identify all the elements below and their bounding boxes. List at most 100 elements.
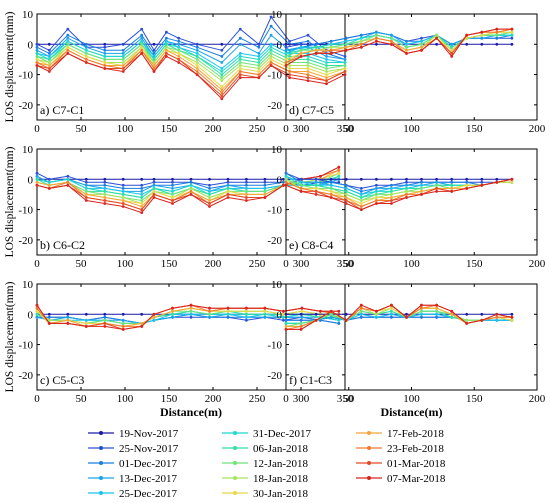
- data-point: [405, 48, 408, 52]
- data-point: [245, 312, 248, 316]
- data-point: [495, 318, 499, 322]
- y-tick-label: 10: [22, 9, 34, 21]
- data-point: [226, 177, 230, 181]
- legend-label: 25-Nov-2017: [119, 443, 179, 455]
- data-point: [35, 177, 39, 181]
- data-point: [435, 306, 438, 310]
- data-point: [337, 318, 341, 322]
- data-point: [375, 193, 378, 196]
- data-point: [420, 193, 423, 196]
- data-point: [465, 187, 469, 190]
- data-point: [35, 180, 39, 184]
- data-point: [306, 61, 310, 64]
- x-tick-label: 50: [76, 258, 88, 270]
- data-point: [480, 36, 484, 40]
- y-tick-label: -10: [18, 70, 33, 82]
- data-point: [66, 39, 70, 43]
- data-point: [390, 309, 393, 313]
- data-point: [450, 183, 454, 187]
- data-point: [220, 70, 224, 73]
- y-tick-label: -10: [267, 340, 282, 352]
- data-point: [269, 33, 273, 37]
- data-point: [238, 73, 242, 76]
- data-point: [121, 202, 125, 205]
- data-point: [359, 177, 363, 181]
- data-point: [359, 190, 363, 193]
- data-point: [314, 193, 318, 196]
- data-point: [257, 67, 261, 70]
- x-tick-label: 50: [343, 123, 355, 135]
- data-point: [284, 322, 288, 325]
- data-point: [343, 61, 347, 64]
- data-point: [208, 306, 211, 310]
- data-point: [171, 315, 174, 319]
- data-point: [140, 52, 144, 55]
- data-point: [35, 174, 39, 178]
- legend-swatch-marker: [233, 431, 237, 435]
- data-point: [390, 196, 393, 199]
- data-point: [420, 315, 423, 319]
- data-point: [465, 42, 469, 46]
- data-point: [344, 190, 348, 193]
- data-point: [220, 76, 224, 79]
- data-point: [165, 48, 168, 52]
- data-point: [375, 309, 378, 313]
- data-point: [226, 309, 230, 313]
- data-point: [152, 315, 156, 319]
- data-point: [314, 312, 318, 316]
- x-tick-label: 0: [34, 258, 40, 270]
- data-point: [177, 36, 181, 40]
- legend-label: 17-Feb-2018: [387, 428, 444, 440]
- legend-label: 31-Dec-2017: [253, 428, 312, 440]
- data-point: [480, 33, 484, 37]
- data-point: [171, 199, 174, 202]
- data-point: [390, 42, 393, 46]
- x-tick-label: 0: [283, 123, 289, 135]
- data-point: [450, 309, 454, 313]
- panel-label: a) C7-C1: [40, 103, 84, 117]
- data-point: [84, 52, 88, 55]
- data-point: [189, 183, 193, 187]
- x-tick-label: 350: [337, 258, 354, 270]
- data-point: [344, 187, 348, 190]
- data-point: [245, 193, 248, 196]
- series-line: [285, 172, 512, 192]
- data-point: [195, 70, 199, 73]
- data-point: [195, 55, 199, 58]
- data-point: [208, 309, 211, 313]
- x-tick-label: 200: [529, 393, 546, 405]
- data-point: [66, 312, 70, 316]
- data-point: [35, 309, 39, 313]
- data-point: [375, 199, 378, 202]
- data-point: [177, 48, 181, 52]
- data-point: [306, 76, 310, 79]
- data-point: [66, 318, 70, 322]
- data-point: [284, 318, 288, 322]
- data-point: [299, 318, 303, 322]
- data-point: [140, 177, 144, 181]
- legend-label: 30-Jan-2018: [253, 488, 308, 500]
- data-point: [495, 180, 499, 184]
- series-6: [35, 39, 347, 73]
- data-point: [337, 174, 341, 178]
- data-point: [245, 315, 248, 319]
- data-point: [220, 42, 224, 46]
- data-point: [103, 61, 107, 64]
- data-point: [35, 315, 39, 319]
- data-point: [152, 52, 156, 55]
- data-point: [84, 196, 88, 199]
- data-point: [103, 190, 107, 193]
- data-point: [420, 183, 423, 187]
- data-point: [121, 52, 125, 55]
- data-point: [165, 42, 168, 46]
- data-point: [226, 196, 230, 199]
- data-point: [420, 39, 423, 43]
- series-14: [284, 27, 514, 67]
- data-point: [47, 42, 51, 46]
- data-point: [121, 312, 125, 316]
- data-point: [263, 315, 267, 319]
- data-point: [465, 180, 469, 184]
- data-point: [152, 42, 156, 46]
